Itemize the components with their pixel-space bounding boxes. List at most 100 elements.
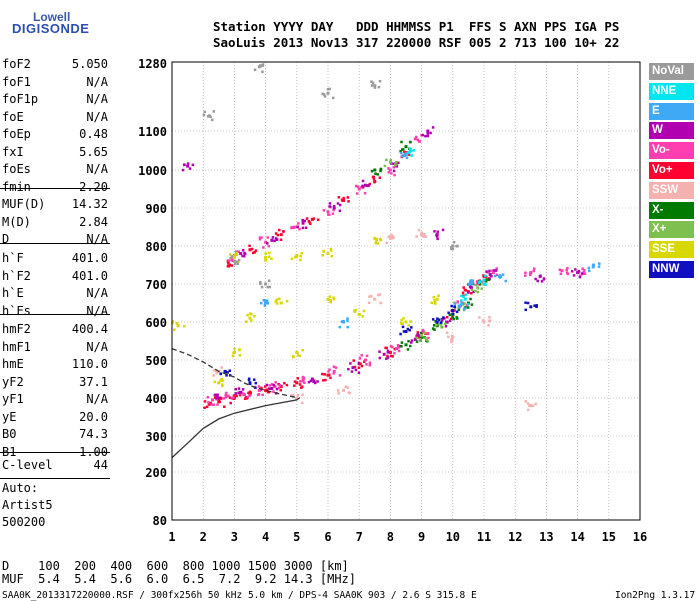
data-point [220,366,223,369]
data-point [259,282,262,286]
data-point [292,225,296,229]
data-point [176,323,179,327]
data-point [361,184,364,188]
data-point [326,298,330,301]
data-point [365,363,368,366]
data-point [183,324,186,328]
data-point [295,396,299,400]
param-row: foEs N/A [2,162,108,176]
separator [0,188,110,189]
data-point [344,385,348,388]
data-point [418,140,421,143]
data-point [253,251,257,254]
data-point [254,381,258,385]
data-point [225,391,228,395]
data-point [237,250,240,253]
data-point [436,237,439,241]
data-point [378,237,382,241]
param-name: B1 [2,444,17,459]
data-point [379,301,382,305]
data-point [387,167,390,170]
param-value: 110.0 [71,357,108,371]
data-point [347,367,350,371]
data-point [293,384,296,387]
data-point [322,93,326,96]
data-point [467,283,471,286]
data-point [292,394,295,398]
data-point [420,133,423,137]
data-point [277,386,281,390]
data-point [267,244,271,248]
data-point [420,335,424,339]
data-point [409,149,413,153]
data-point [353,310,357,313]
data-point [386,351,390,354]
data-point [235,260,238,263]
data-point [229,401,232,405]
data-point [463,302,466,305]
data-point [404,343,408,347]
data-point [271,236,275,239]
data-point [408,344,412,348]
data-point [410,339,414,342]
data-point [334,366,338,369]
data-point [230,397,234,400]
data-point [365,354,369,358]
data-point [293,380,297,383]
data-point [209,115,212,119]
data-point [474,289,477,293]
data-point [425,338,429,342]
data-point [366,184,370,188]
param-value: N/A [86,232,108,246]
data-point [453,302,457,305]
data-point [560,269,564,273]
param-name: foF2 [2,57,31,71]
data-point [416,138,420,142]
data-point [476,286,480,290]
data-point [353,365,357,369]
data-point [429,131,432,135]
data-point [385,241,389,245]
data-point [391,236,395,240]
data-point [388,160,392,164]
data-point [277,382,280,386]
data-point [488,273,492,276]
data-point [587,269,591,273]
data-point [386,356,390,359]
data-point [266,299,269,302]
data-point [378,350,381,353]
data-point [417,228,421,232]
data-point [264,240,268,244]
data-point [484,274,487,278]
data-point [277,228,281,232]
data-point [357,361,361,365]
data-point [171,321,174,325]
data-point [301,379,305,383]
data-point [329,249,333,252]
data-point [572,274,576,277]
data-point [400,151,403,155]
data-point [301,348,304,352]
data-point [374,172,377,175]
data-point [279,388,282,392]
data-point [461,291,465,295]
data-point [296,225,299,229]
data-point [298,380,302,383]
data-point [442,316,445,319]
data-point [295,254,299,257]
data-point [416,333,419,336]
param-value: N/A [86,74,108,89]
data-point [463,288,467,292]
data-point [338,209,342,213]
x-tick-label: 12 [508,530,522,544]
data-point [533,304,536,307]
param-name: foF1p [2,92,39,106]
data-point [253,68,257,72]
data-point [248,390,252,394]
footer-version: Ion2Png 1.3.17 [615,590,696,601]
data-point [524,301,527,304]
data-point [357,187,361,191]
data-point [421,328,425,332]
data-point [404,145,408,149]
data-point [238,354,242,357]
